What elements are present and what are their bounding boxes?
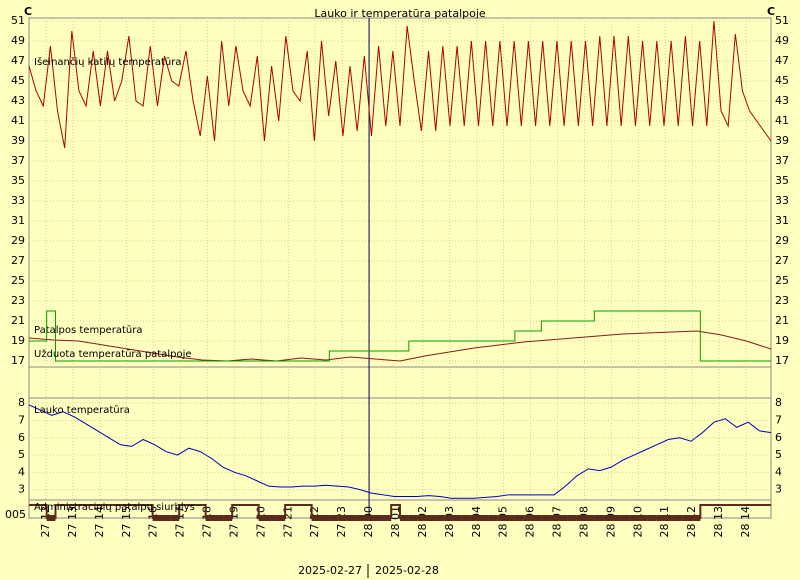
x-tick-label: 27 12: [39, 506, 52, 538]
y-tick-label: 4: [775, 465, 782, 478]
y-tick-label: 33: [775, 194, 789, 207]
y-tick-label: 7: [775, 413, 782, 426]
x-tick-label: 27 18: [201, 506, 214, 538]
x-tick-label: 27 16: [147, 506, 160, 538]
y-tick-label: 8: [18, 396, 25, 409]
y-tick-label: 39: [775, 134, 789, 147]
x-tick-label: 28 01: [389, 506, 402, 538]
y-tick-label: 29: [775, 234, 789, 247]
x-tick-label: 27 15: [120, 506, 133, 538]
series-line: [29, 504, 771, 519]
y-tick-label: 27: [11, 254, 25, 267]
x-tick-label: 28 08: [577, 506, 590, 538]
y-tick-label: 31: [775, 214, 789, 227]
x-tick-label: 28 11: [658, 506, 671, 538]
y-tick-label: 25: [775, 274, 789, 287]
y-tick-label: 49: [11, 34, 25, 47]
date-label: 2025-02-27: [298, 564, 362, 577]
series-line: [29, 310, 771, 362]
x-tick-label: 27 17: [174, 506, 187, 538]
unit-label: C: [24, 5, 32, 18]
y-tick-label: 7: [18, 413, 25, 426]
x-tick-label: 28 10: [631, 506, 644, 538]
y-tick-label: 29: [11, 234, 25, 247]
x-tick-label: 27 13: [66, 506, 79, 538]
y-tick-label: 27: [775, 254, 789, 267]
y-tick-label: 17: [775, 354, 789, 367]
y-tick-label: 19: [11, 334, 25, 347]
y-tick-label: 5: [18, 448, 25, 461]
y-tick-label: 35: [11, 174, 25, 187]
y-tick-label: 47: [775, 54, 789, 67]
y-tick-label: 37: [775, 154, 789, 167]
y-tick-label: 5: [775, 448, 782, 461]
y-tick-label: 33: [11, 194, 25, 207]
y-tick-label: 17: [11, 354, 25, 367]
series-label: Patalpos temperatūra: [34, 325, 142, 336]
y-tick-label: 41: [775, 114, 789, 127]
x-tick-label: 28 13: [712, 506, 725, 538]
series-line: [28, 404, 772, 499]
y-tick-label: 49: [775, 34, 789, 47]
chart-title: Lauko ir temperatūra patalpoje: [314, 7, 486, 20]
x-tick-label: 27 21: [281, 506, 294, 538]
y-tick-label: 8: [775, 396, 782, 409]
series-label: Užduota temperatūra patalpoje: [34, 348, 192, 360]
y-tick-label: 6: [775, 431, 782, 444]
y-tick-label: 41: [11, 114, 25, 127]
series-label: Lauko temperatūra: [34, 405, 130, 416]
y-tick-label: 43: [11, 94, 25, 107]
y-tick-label: 4: [18, 465, 25, 478]
y-tick-label: 45: [11, 74, 25, 87]
y-tick-label: 31: [11, 214, 25, 227]
y-tick-label: 25: [11, 274, 25, 287]
y-tick-label: 39: [11, 134, 25, 147]
x-tick-label: 28 00: [362, 506, 375, 538]
x-tick-label: 27 23: [335, 506, 348, 538]
x-tick-label: 28 04: [470, 506, 483, 538]
y-tick-label: 51: [775, 14, 789, 27]
pump-axis-label: 005: [5, 508, 26, 521]
series-label: Administracinių patalpų siurblys: [34, 502, 195, 513]
y-tick-label: 47: [11, 54, 25, 67]
x-tick-label: 27 20: [254, 506, 267, 538]
series-line: [28, 20, 772, 149]
x-tick-label: 28 06: [524, 506, 537, 538]
x-tick-label: 28 12: [685, 506, 698, 538]
y-tick-label: 23: [11, 294, 25, 307]
y-tick-label: 35: [775, 174, 789, 187]
x-tick-label: 28 02: [416, 506, 429, 538]
y-tick-label: 6: [18, 431, 25, 444]
y-tick-label: 45: [775, 74, 789, 87]
x-tick-label: 27 22: [308, 506, 321, 538]
y-tick-label: 19: [775, 334, 789, 347]
x-tick-label: 28 07: [551, 506, 564, 538]
y-tick-label: 23: [775, 294, 789, 307]
date-label: 2025-02-28: [375, 564, 439, 577]
x-tick-label: 28 03: [443, 506, 456, 538]
unit-label: C: [767, 5, 775, 18]
y-tick-label: 3: [775, 483, 782, 496]
y-tick-label: 51: [11, 14, 25, 27]
y-tick-label: 3: [18, 483, 25, 496]
y-tick-label: 21: [11, 314, 25, 327]
y-tick-label: 43: [775, 94, 789, 107]
series-label: Išeinančių katilų temperatūra: [34, 56, 181, 68]
series-line: [28, 330, 772, 362]
x-tick-label: 27 19: [227, 506, 240, 538]
x-tick-label: 27 14: [93, 506, 106, 538]
x-tick-label: 28 14: [739, 506, 752, 538]
x-tick-label: 28 09: [604, 506, 617, 538]
x-tick-label: 28 05: [497, 506, 510, 538]
y-tick-label: 21: [775, 314, 789, 327]
y-tick-label: 37: [11, 154, 25, 167]
